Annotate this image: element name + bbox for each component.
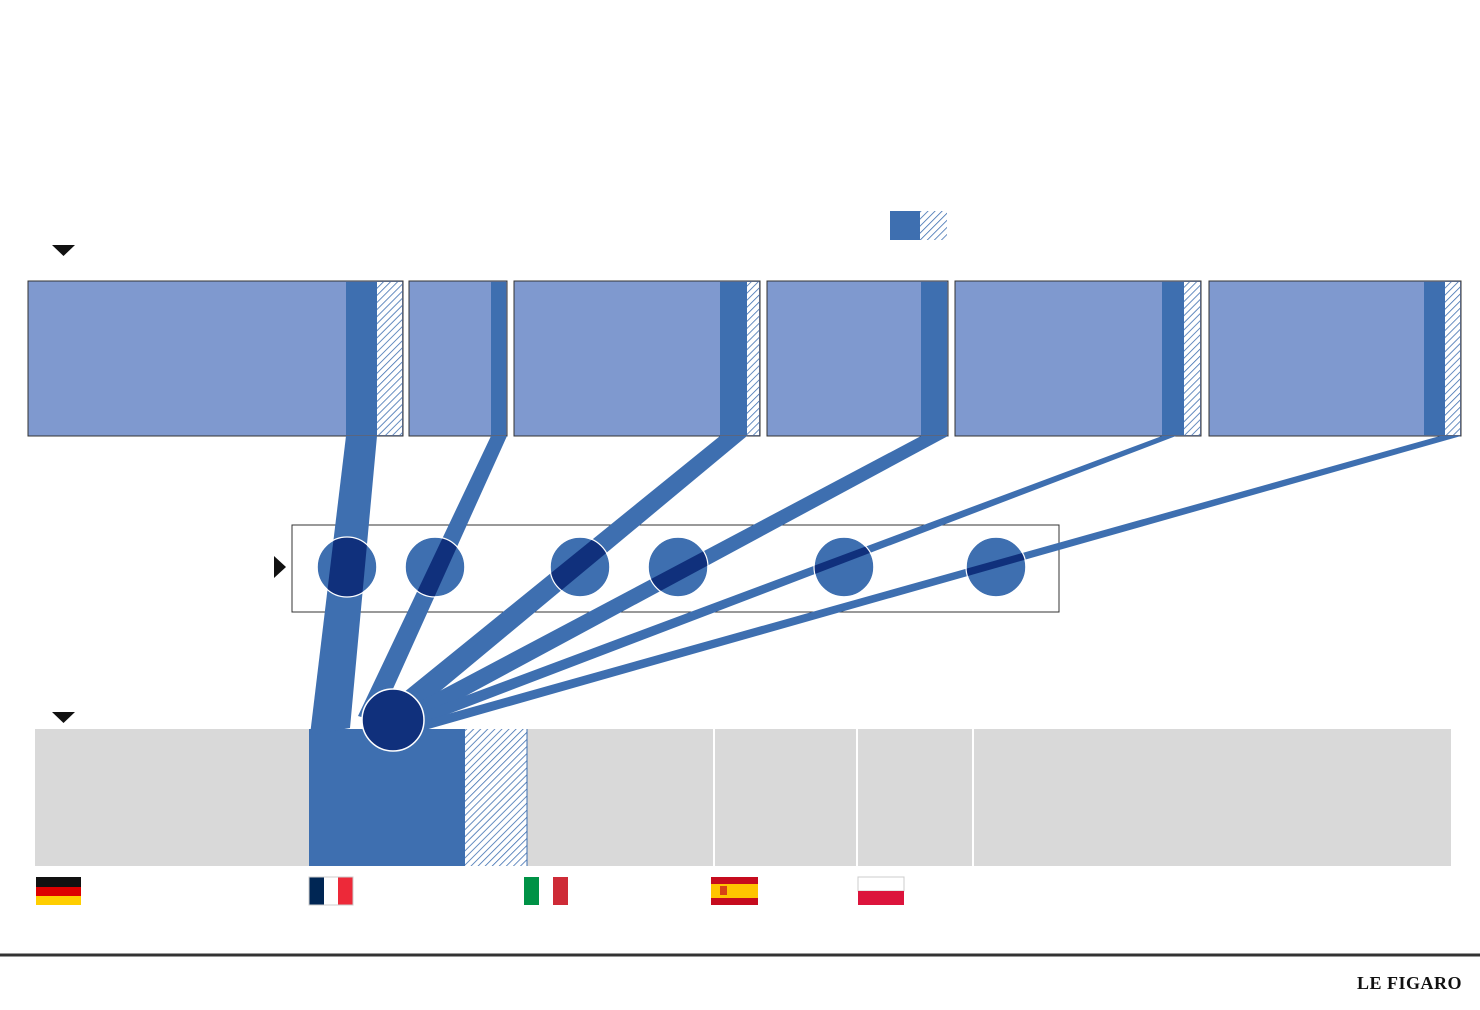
marker [274,556,286,578]
flag-italy [524,877,568,905]
marker [52,712,75,723]
bottom-bar [35,729,1451,866]
top-boxes [27,280,1462,437]
flag-france [308,876,354,906]
flag-spain [711,877,758,905]
bands [310,436,1461,735]
brand: LE FIGARO [1357,973,1462,993]
flag-germany [36,877,81,905]
legend [890,211,947,240]
marker [52,245,75,256]
flag-poland [857,876,905,905]
hub-circle [361,688,425,752]
frame [291,524,1060,613]
circle-outlines [316,536,1027,598]
